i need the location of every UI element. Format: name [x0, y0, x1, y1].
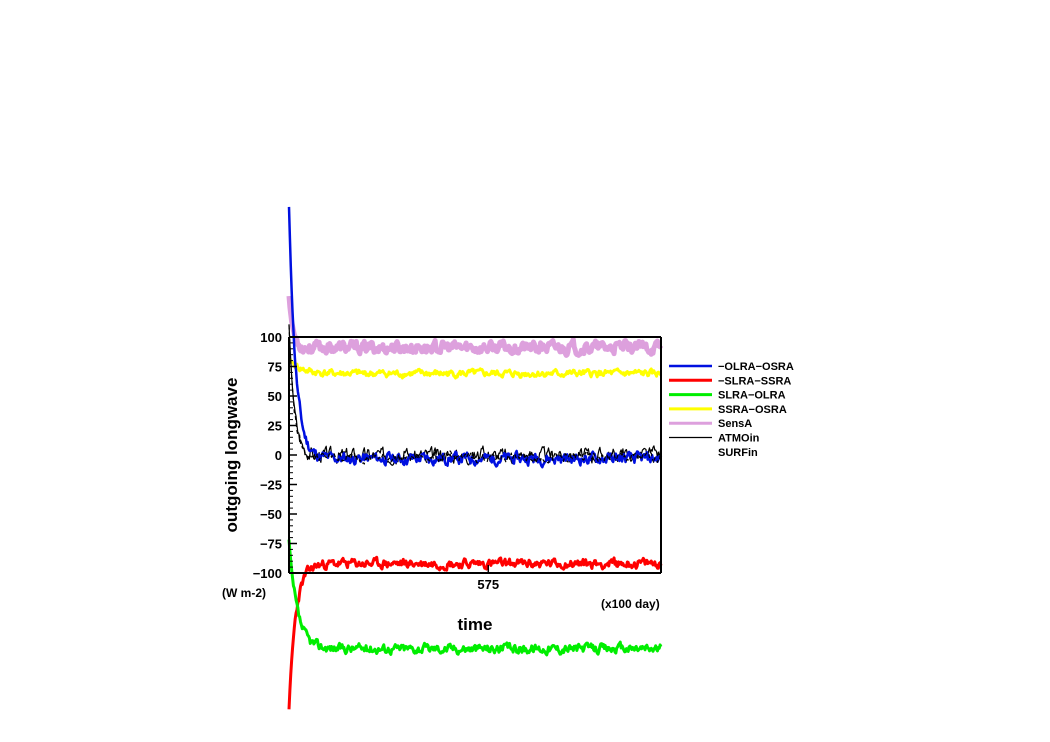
y-tick-label: 100 — [260, 330, 282, 345]
y-tick-label: 0 — [275, 448, 282, 463]
x-tick-label: 575 — [477, 577, 499, 592]
series-line — [286, 295, 664, 358]
legend-label: SSRA−OSRA — [718, 404, 787, 416]
y-tick-label: 25 — [268, 419, 282, 434]
legend-label: SensA — [718, 418, 752, 430]
axes-layer — [288, 336, 662, 574]
x-axis-unit: (x100 day) — [601, 597, 660, 611]
legend: −OLRA−OSRA −SLRA−SSRA SLRA−OLRA SSRA−OSRA Se… — [669, 361, 794, 459]
x-axis-title: time — [458, 615, 493, 634]
y-tick-label: −50 — [260, 507, 282, 522]
legend-label: ATMOin — [718, 433, 760, 445]
y-tick-label: 75 — [268, 360, 282, 375]
y-axis-title: outgoing longwave — [222, 378, 241, 533]
series-line — [287, 206, 663, 469]
y-tick-label: 50 — [268, 389, 282, 404]
y-tick-label: −75 — [260, 537, 282, 552]
legend-label: SLRA−OLRA — [718, 390, 786, 402]
series-layer — [286, 206, 664, 710]
y-tick-label: −25 — [260, 478, 282, 493]
series-line — [287, 356, 663, 380]
y-axis-unit: (W m-2) — [222, 586, 266, 600]
series-line — [287, 539, 663, 657]
legend-label: −SLRA−SSRA — [718, 375, 791, 387]
legend-label: SURFin — [718, 447, 758, 459]
y-tick-label: −100 — [253, 566, 282, 581]
tick-labels: 100 75 50 25 0 −25 −50 −75 −100 575 — [253, 330, 499, 592]
series-line — [287, 555, 663, 710]
series-line — [288, 325, 662, 465]
legend-label: −OLRA−OSRA — [718, 361, 794, 373]
